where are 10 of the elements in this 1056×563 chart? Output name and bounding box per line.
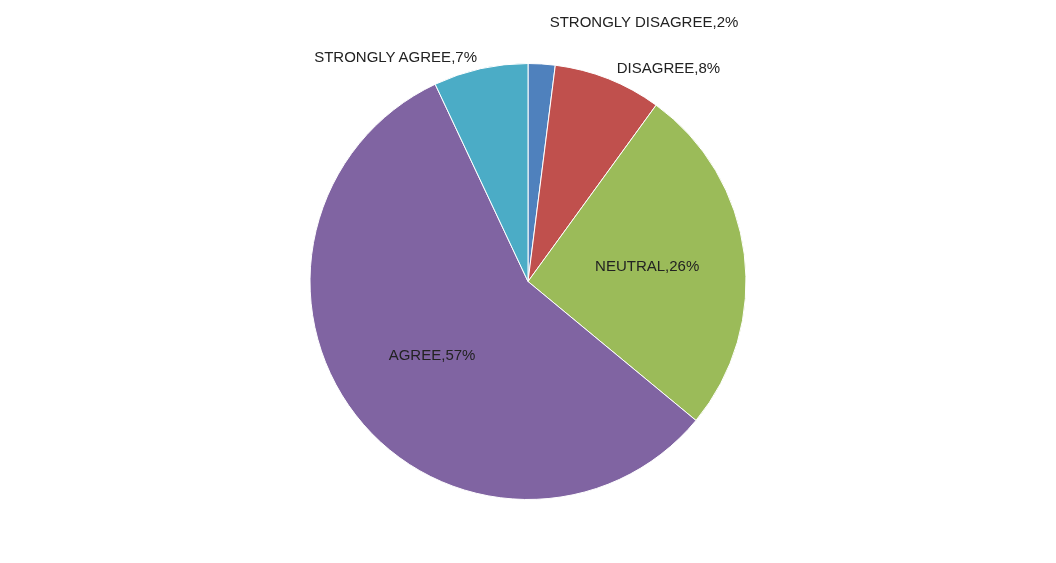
data-label: ,2% [712,13,739,31]
slice-label: NEUTRAL [595,257,666,275]
data-label: ,26% [665,257,700,275]
data-label: ,57% [441,345,476,363]
slice-label: STRONGLY DISAGREE [549,13,713,31]
slice-label: DISAGREE [616,58,695,76]
slice-label: STRONGLY AGREE [314,48,452,66]
data-label: ,8% [694,58,721,76]
slice-label: AGREE [388,345,442,363]
data-label: ,7% [451,48,477,66]
